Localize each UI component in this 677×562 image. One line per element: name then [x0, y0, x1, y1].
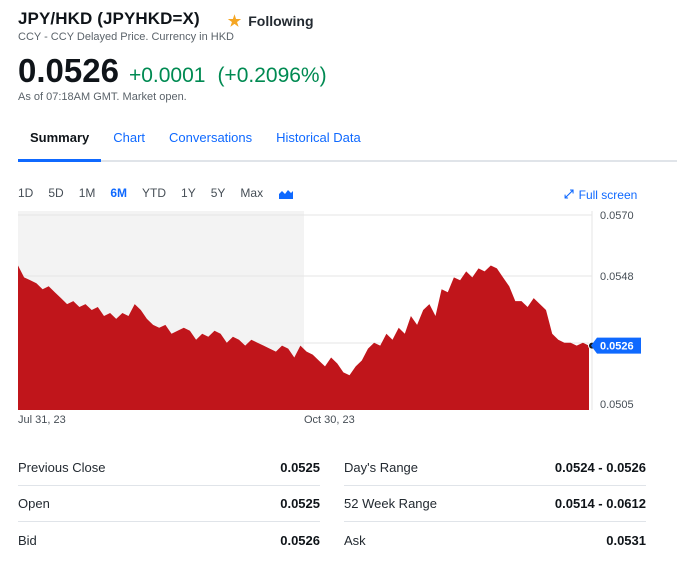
stat-label: 52 Week Range: [344, 496, 437, 511]
fullscreen-label: Full screen: [578, 187, 638, 202]
tab-summary[interactable]: Summary: [18, 122, 102, 162]
stat-row: Ask 0.0531: [344, 522, 646, 558]
follow-button[interactable]: ★ Following: [228, 12, 314, 30]
stat-value: 0.0525: [280, 496, 320, 511]
price-chart[interactable]: 0.0570 0.0548 0.0505 Jul 31, 23 Oct 30, …: [0, 205, 677, 430]
stat-row: Open 0.0525: [18, 486, 320, 522]
stat-value: 0.0525: [280, 460, 320, 475]
title-row: JPY/HKD (JPYHKD=X) ★ Following: [18, 8, 668, 30]
range-1y[interactable]: 1Y: [181, 186, 196, 200]
y-tick-label: 0.0505: [600, 399, 634, 411]
stat-row: 52 Week Range 0.0514 - 0.0612: [344, 486, 646, 522]
price-change: +0.0001: [128, 64, 206, 87]
stat-value: 0.0531: [606, 532, 646, 548]
stat-row: Bid 0.0526: [18, 522, 320, 558]
range-selector: 1D 5D 1M 6M YTD 1Y 5Y Max: [18, 186, 294, 200]
x-tick-label: Oct 30, 23: [304, 414, 355, 426]
range-6m[interactable]: 6M: [110, 186, 128, 200]
range-5y[interactable]: 5Y: [210, 186, 226, 200]
price-change-percent: (+0.2096%): [217, 64, 327, 87]
quote-tabs: Summary Chart Conversations Historical D…: [18, 122, 677, 162]
range-1d[interactable]: 1D: [18, 186, 34, 200]
stat-label: Day's Range: [344, 460, 419, 475]
market-time: As of 07:18AM GMT. Market open.: [18, 91, 187, 103]
stat-label: Previous Close: [18, 460, 106, 475]
stat-label: Bid: [18, 532, 37, 548]
expand-icon: ⤢: [564, 187, 574, 201]
range-1m[interactable]: 1M: [78, 186, 96, 200]
quote-header: JPY/HKD (JPYHKD=X) ★ Following CCY - CCY…: [18, 8, 668, 43]
stats-right-column: Day's Range 0.0524 - 0.0526 52 Week Rang…: [344, 450, 646, 558]
stat-value: 0.0514 - 0.0612: [554, 496, 646, 511]
chart-area-series: [18, 265, 589, 410]
stat-row: Previous Close 0.0525: [18, 450, 320, 486]
fullscreen-button[interactable]: ⤢ Full screen: [564, 187, 637, 202]
mountain-chart-icon[interactable]: [278, 187, 294, 199]
star-icon: ★: [227, 13, 242, 30]
quote-subtitle: CCY - CCY Delayed Price. Currency in HKD: [18, 31, 234, 43]
tab-conversations[interactable]: Conversations: [169, 130, 253, 145]
tab-chart[interactable]: Chart: [113, 130, 146, 145]
stat-value: 0.0524 - 0.0526: [554, 460, 646, 475]
chart-svg[interactable]: 0.0570 0.0548 0.0505 Jul 31, 23 Oct 30, …: [0, 205, 677, 430]
y-tick-label: 0.0548: [600, 271, 634, 283]
stat-row: Day's Range 0.0524 - 0.0526: [344, 450, 646, 486]
stats-left-column: Previous Close 0.0525 Open 0.0525 Bid 0.…: [18, 450, 320, 558]
stat-value: 0.0526: [280, 532, 320, 548]
current-price-label: 0.0526: [600, 341, 634, 353]
price-row: 0.0526 +0.0001 (+0.2096%): [18, 52, 327, 90]
range-5d[interactable]: 5D: [48, 186, 64, 200]
tab-historical-data[interactable]: Historical Data: [276, 130, 361, 145]
quote-title: JPY/HKD (JPYHKD=X): [18, 9, 200, 28]
x-tick-label: Jul 31, 23: [18, 414, 66, 426]
range-max[interactable]: Max: [240, 186, 264, 200]
stat-label: Ask: [344, 532, 366, 548]
follow-label: Following: [248, 13, 314, 29]
stat-label: Open: [18, 496, 50, 511]
range-ytd[interactable]: YTD: [142, 186, 167, 200]
y-tick-label: 0.0570: [600, 210, 634, 222]
current-price-flag: [591, 337, 641, 354]
current-price: 0.0526: [18, 52, 119, 89]
